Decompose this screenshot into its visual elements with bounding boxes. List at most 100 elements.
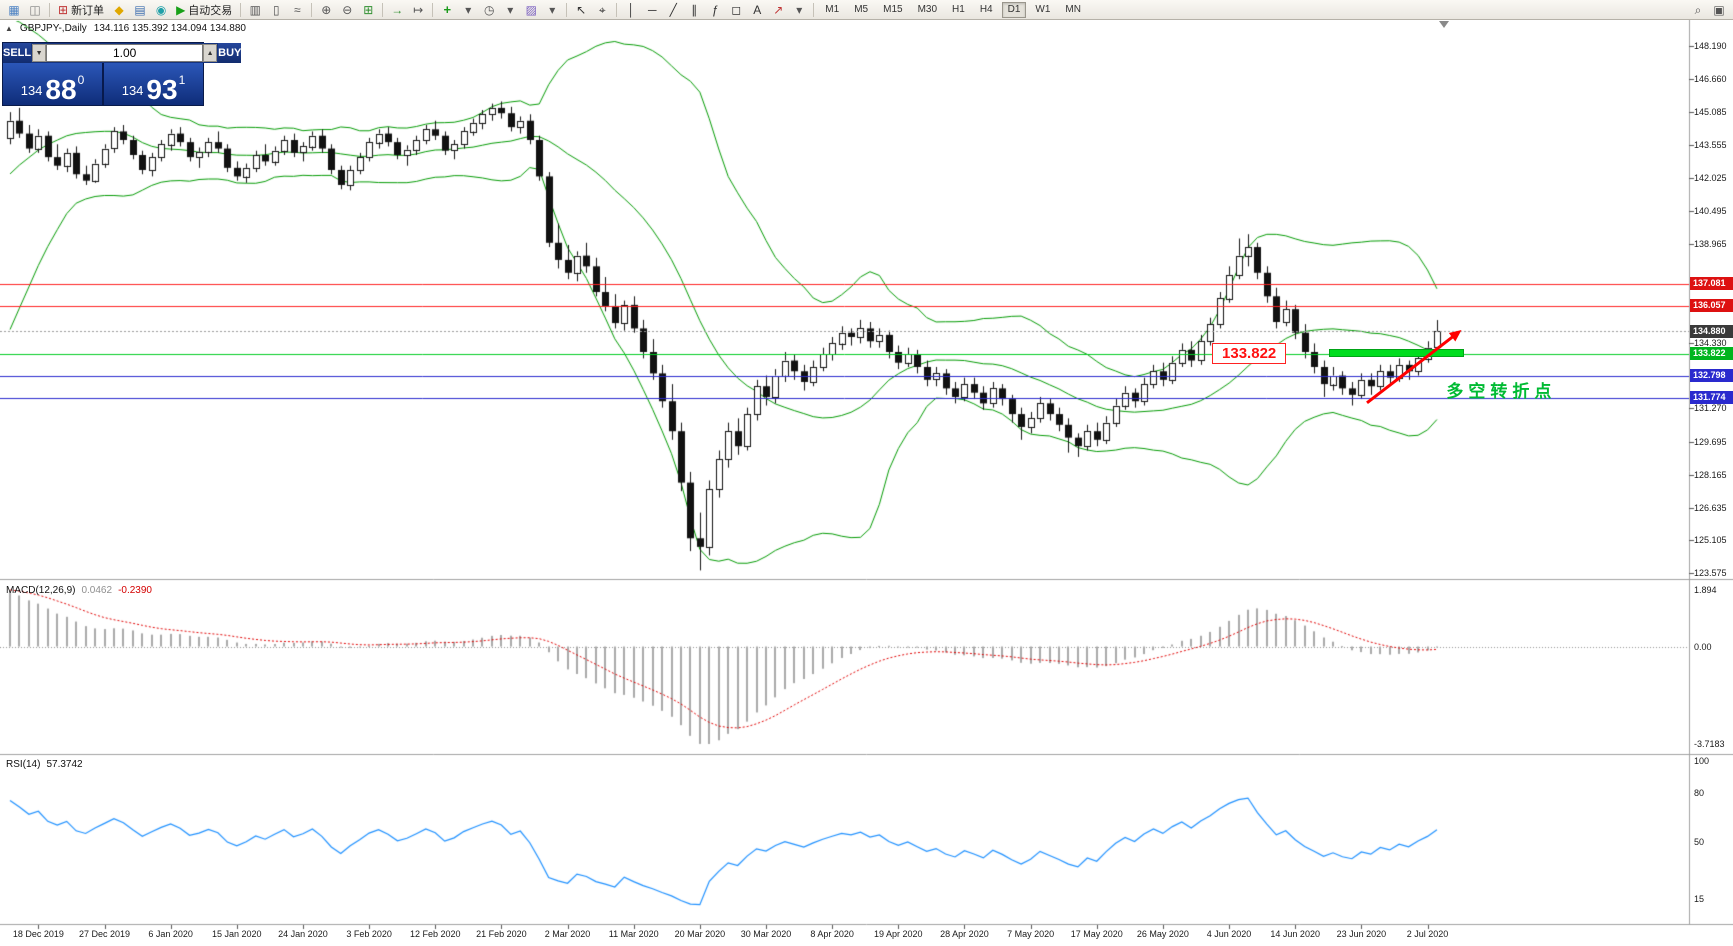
indicators-icon[interactable]: + [437,1,457,18]
line-chart-mode-icon[interactable]: ≈ [287,1,307,18]
macd-main-value: 0.0462 [81,585,113,596]
sell-price-prefix: 134 [20,83,43,98]
support-zone-rectangle[interactable] [1329,349,1465,358]
new-chart-icon[interactable]: ▦ [4,1,24,18]
auto-scroll-icon[interactable]: → [387,1,407,18]
zoom-in-icon[interactable]: ⊕ [316,1,336,18]
trade-panel-header: SELL ▼ ▲ BUY [3,43,242,63]
chart-header: ▲ GBPJPY-,Daily 134.116 135.392 134.094 … [5,23,246,34]
window-panel-icon[interactable]: ▣ [1709,1,1729,18]
crosshair-icon-glyph: ⌖ [598,2,606,17]
toolbar-separator [311,2,313,17]
zoom-in-icon-glyph: ⊕ [321,2,332,17]
timeframe-button-h1[interactable]: H1 [952,4,965,15]
autotrading-button[interactable]: ▶ 自动交易 [172,1,236,18]
cursor-icon[interactable]: ↖ [571,1,591,18]
timeframe-button-m1[interactable]: M1 [825,4,840,15]
arrow-objects-icon-glyph: ↗ [773,2,784,17]
candlestick-mode-icon[interactable]: ▯ [266,1,286,18]
buy-price-prefix: 134 [121,83,144,98]
timeframe-button-w1[interactable]: W1 [1035,4,1051,15]
channel-icon[interactable]: ∥ [684,1,704,18]
tile-windows-icon-glyph: ⊞ [363,2,374,17]
toolbar-separator [240,2,242,17]
tile-windows-icon[interactable]: ⊞ [358,1,378,18]
horizontal-line-icon[interactable]: ─ [642,1,662,18]
timeframe-button-m15[interactable]: M15 [883,4,903,15]
turning-point-label[interactable]: 多空转折点 [1446,381,1557,401]
sell-price-display[interactable]: 134 88 0 [3,63,102,105]
horizontal-line-icon-glyph: ─ [648,2,657,17]
indicators-icon-glyph: + [443,2,452,17]
indicators-dropdown-icon-glyph: ▾ [465,2,472,17]
toolbar-separator [49,2,50,17]
arrow-objects-icon[interactable]: ↗ [768,1,788,18]
sell-price-big: 88 [45,74,77,106]
panel-collapse-icon[interactable]: ▲ [5,24,13,33]
volume-increase-button[interactable]: ▲ [203,44,218,62]
objects-dropdown-icon[interactable]: ▾ [789,1,809,18]
crosshair-icon[interactable]: ⌖ [592,1,612,18]
chart-shift-icon[interactable]: ↦ [408,1,428,18]
rsi-name: RSI(14) [6,759,41,770]
template-dropdown-icon[interactable]: ▾ [542,1,562,18]
timeframe-button-h4[interactable]: H4 [979,4,993,15]
zoom-out-icon[interactable]: ⊖ [337,1,357,18]
metaeditor-icon[interactable]: ◆ [109,1,129,18]
new-order-button[interactable]: ⊞ 新订单 [54,1,108,18]
text-icon[interactable]: A [747,1,767,18]
trend-arrow[interactable] [1353,316,1476,417]
navigator-icon-glyph: ◉ [155,2,167,17]
ohlc-values-label: 134.116 135.392 134.094 134.880 [93,23,246,34]
volume-decrease-button[interactable]: ▼ [32,44,47,62]
toolbar-separator [813,2,815,17]
shapes-icon-glyph: ◻ [731,2,742,17]
periods-icon[interactable]: ◷ [479,1,499,18]
shapes-icon[interactable]: ◻ [726,1,746,18]
buy-price-display[interactable]: 134 93 1 [104,63,203,105]
vertical-line-icon[interactable]: │ [621,1,641,18]
volume-input[interactable] [46,44,204,62]
vertical-line-icon-glyph: │ [627,2,636,17]
rsi-indicator-label: RSI(14) 57.3742 [6,759,83,770]
macd-indicator-label: MACD(12,26,9) 0.0462 -0.2390 [6,585,152,596]
chart-shift-marker[interactable] [1439,21,1449,28]
buy-button[interactable]: BUY [218,43,242,63]
timeframe-button-d1[interactable]: D1 [1001,1,1027,18]
trendline-icon[interactable]: ╱ [663,1,683,18]
sell-button[interactable]: SELL [3,43,32,63]
template-icon[interactable]: ▨ [521,1,541,18]
main-toolbar: ▦ ◫ ⊞ 新订单 ◆ ▤ ◉ ▶ 自动交易 ▥ ▯ ≈ ⊕ ⊖ ⊞ → ↦ + ▾ ◷ ▾ ▨ ▾ ↖ ⌖ │ ─ ╱ ∥ ƒ ◻ A ↗ ▾ M… [0,0,1733,20]
buy-price-big: 93 [146,74,178,106]
market-watch-icon[interactable]: ▤ [130,1,150,18]
profiles-icon[interactable]: ◫ [25,1,45,18]
timeframe-button-mn[interactable]: MN [1065,4,1081,15]
toolbar-separator [432,2,434,17]
toolbar-separator [616,2,618,17]
search-icon[interactable]: ⌕ [1688,1,1708,18]
cursor-icon-glyph: ↖ [576,2,587,17]
profiles-icon-glyph: ◫ [29,2,41,17]
window-panel-icon-glyph: ▣ [1713,2,1725,17]
price-level-tag[interactable]: 133.822 [1212,342,1287,364]
periods-dropdown-icon[interactable]: ▾ [500,1,520,18]
trade-panel-prices: 134 88 0 134 93 1 [3,63,203,105]
auto-scroll-icon-glyph: → [391,2,404,17]
candlestick-mode-icon-glyph: ▯ [272,2,280,17]
timeframe-button-m30[interactable]: M30 [917,4,938,15]
new-order-button-label: 新订单 [71,4,105,17]
autotrading-button-glyph: ▶ [176,2,186,17]
fibonacci-icon[interactable]: ƒ [705,1,725,18]
market-watch-icon-glyph: ▤ [134,2,146,17]
navigator-icon[interactable]: ◉ [151,1,171,18]
timeframe-button-m5[interactable]: M5 [854,4,869,15]
bar-chart-mode-icon-glyph: ▥ [249,2,261,17]
periods-icon-glyph: ◷ [484,2,495,17]
new-order-button-glyph: ⊞ [58,2,69,17]
bar-chart-mode-icon[interactable]: ▥ [245,1,265,18]
metaeditor-icon-glyph: ◆ [114,2,124,17]
toolbar-separator [382,2,384,17]
indicators-dropdown-icon[interactable]: ▾ [458,1,478,18]
